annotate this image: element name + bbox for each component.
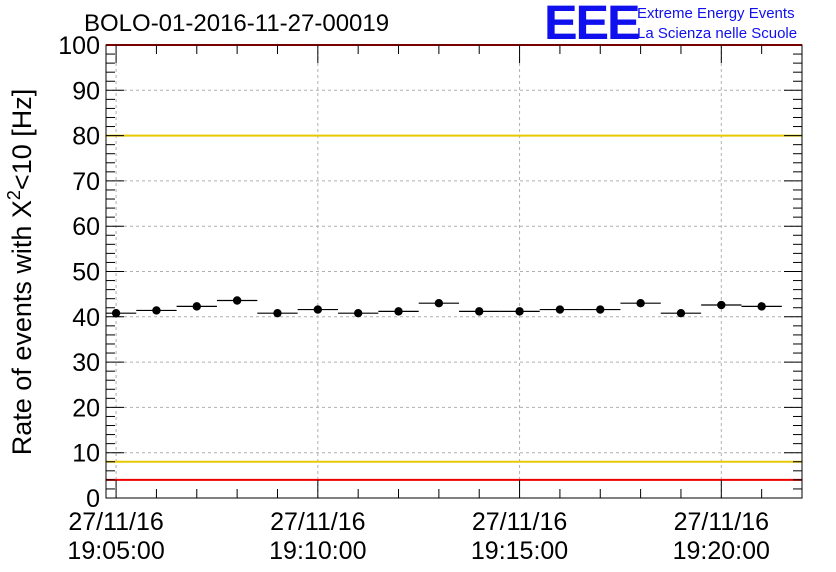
x-tick-label-time: 19:15:00 <box>471 537 568 565</box>
x-tick-label-time: 19:20:00 <box>673 537 770 565</box>
data-point <box>314 305 322 313</box>
data-point <box>475 307 483 315</box>
data-point <box>152 306 160 314</box>
y-tick-label: 80 <box>72 123 100 151</box>
y-tick-label: 20 <box>72 394 100 422</box>
data-point <box>636 299 644 307</box>
x-tick-label-date: 27/11/16 <box>270 508 365 536</box>
data-point <box>394 307 402 315</box>
data-point <box>677 309 685 317</box>
data-point <box>273 309 281 317</box>
data-point <box>233 296 241 304</box>
reference-lines <box>106 45 802 480</box>
grid-layer <box>106 45 802 498</box>
data-point <box>717 301 725 309</box>
x-tick-label-date: 27/11/16 <box>472 508 567 536</box>
data-point <box>515 307 523 315</box>
y-tick-label: 60 <box>72 213 100 241</box>
data-point <box>757 302 765 310</box>
y-axis-label-main: Rate of events with X <box>7 200 37 455</box>
data-point <box>354 309 362 317</box>
data-point <box>596 305 604 313</box>
y-tick-label: 100 <box>58 32 100 60</box>
y-tick-label: 40 <box>72 304 100 332</box>
data-point <box>193 302 201 310</box>
y-tick-label: 30 <box>72 349 100 377</box>
y-axis-label-suffix: <10 [Hz] <box>7 89 37 190</box>
x-tick-label-date: 27/11/16 <box>674 508 769 536</box>
data-point <box>112 309 120 317</box>
x-tick-label-date: 27/11/16 <box>68 508 163 536</box>
y-tick-label: 90 <box>72 77 100 105</box>
y-tick-label: 10 <box>72 440 100 468</box>
tick-labels: 010203040506070809010027/11/1619:05:0027… <box>58 32 770 565</box>
y-tick-label: 50 <box>72 259 100 287</box>
y-tick-label: 70 <box>72 168 100 196</box>
data-point <box>556 305 564 313</box>
y-axis-label-superscript: 2 <box>4 190 24 200</box>
x-tick-label-time: 19:05:00 <box>67 537 164 565</box>
data-point <box>435 299 443 307</box>
data-points <box>106 296 782 317</box>
y-axis-label: Rate of events with X2<10 [Hz] <box>4 89 37 455</box>
x-tick-label-time: 19:10:00 <box>269 537 366 565</box>
